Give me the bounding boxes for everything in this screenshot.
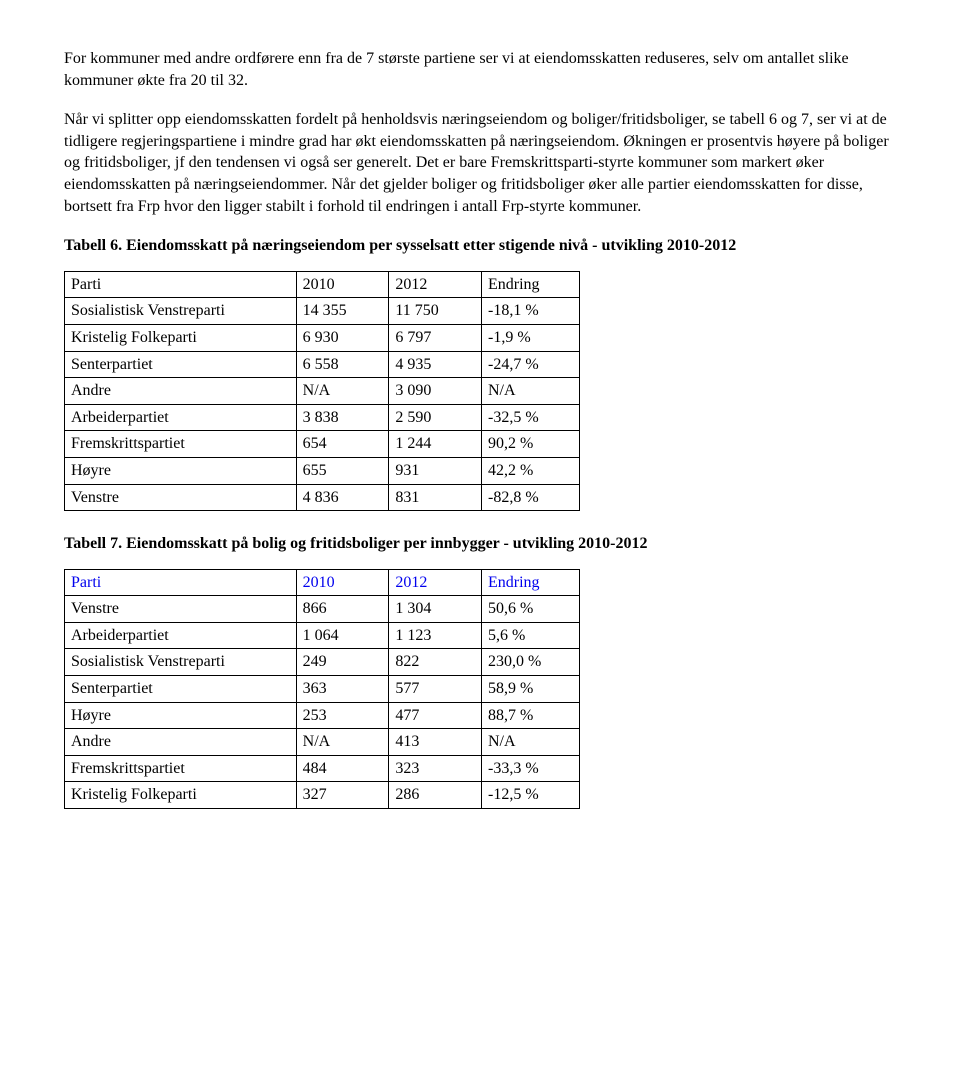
table-cell: 90,2 %	[481, 431, 579, 458]
table-header-row: Parti20102012Endring	[65, 271, 580, 298]
table-cell: 1 123	[389, 622, 482, 649]
table-cell: Venstre	[65, 596, 297, 623]
table-row: Høyre65593142,2 %	[65, 457, 580, 484]
table-header-cell[interactable]: Parti	[65, 569, 297, 596]
table-cell: -18,1 %	[481, 298, 579, 325]
table-row: Venstre4 836831-82,8 %	[65, 484, 580, 511]
table-cell: Andre	[65, 729, 297, 756]
table-cell: 655	[296, 457, 389, 484]
table-cell: Fremskrittspartiet	[65, 431, 297, 458]
table-cell: 831	[389, 484, 482, 511]
paragraph-2: Når vi splitter opp eiendomsskatten ford…	[64, 109, 896, 217]
table-cell: 327	[296, 782, 389, 809]
table-header-row: Parti20102012Endring	[65, 569, 580, 596]
table-cell: Fremskrittspartiet	[65, 755, 297, 782]
table-cell: Sosialistisk Venstreparti	[65, 298, 297, 325]
table-cell: Senterpartiet	[65, 676, 297, 703]
table-cell: N/A	[296, 378, 389, 405]
table-cell: 5,6 %	[481, 622, 579, 649]
table-cell: 6 558	[296, 351, 389, 378]
table-cell: -1,9 %	[481, 324, 579, 351]
table-row: AndreN/A3 090N/A	[65, 378, 580, 405]
table-header-cell: 2012	[389, 271, 482, 298]
table-header-cell: 2010	[296, 271, 389, 298]
table-cell: Høyre	[65, 457, 297, 484]
table-cell: 1 244	[389, 431, 482, 458]
table-cell: 50,6 %	[481, 596, 579, 623]
table-cell: 822	[389, 649, 482, 676]
table-row: Kristelig Folkeparti6 9306 797-1,9 %	[65, 324, 580, 351]
table-cell: -12,5 %	[481, 782, 579, 809]
table-cell: 484	[296, 755, 389, 782]
table-cell: 286	[389, 782, 482, 809]
table-cell: 6 930	[296, 324, 389, 351]
table-row: Venstre8661 30450,6 %	[65, 596, 580, 623]
table-cell: 42,2 %	[481, 457, 579, 484]
table-cell: 14 355	[296, 298, 389, 325]
table-cell: -33,3 %	[481, 755, 579, 782]
table-cell: Kristelig Folkeparti	[65, 782, 297, 809]
table-cell: 4 836	[296, 484, 389, 511]
table-cell: Andre	[65, 378, 297, 405]
table-cell: Arbeiderpartiet	[65, 622, 297, 649]
table-cell: 58,9 %	[481, 676, 579, 703]
table-row: Høyre25347788,7 %	[65, 702, 580, 729]
table-row: Arbeiderpartiet1 0641 1235,6 %	[65, 622, 580, 649]
table-cell: 866	[296, 596, 389, 623]
table7-title: Tabell 7. Eiendomsskatt på bolig og frit…	[64, 533, 896, 555]
table-cell: 11 750	[389, 298, 482, 325]
table-cell: 931	[389, 457, 482, 484]
table-row: Senterpartiet6 5584 935-24,7 %	[65, 351, 580, 378]
table-cell: 249	[296, 649, 389, 676]
table-cell: 4 935	[389, 351, 482, 378]
table-cell: 654	[296, 431, 389, 458]
table-row: Sosialistisk Venstreparti249822230,0 %	[65, 649, 580, 676]
table-cell: N/A	[481, 378, 579, 405]
table-cell: 3 838	[296, 404, 389, 431]
paragraph-1: For kommuner med andre ordførere enn fra…	[64, 48, 896, 91]
table-header-cell[interactable]: 2010	[296, 569, 389, 596]
table-row: AndreN/A413N/A	[65, 729, 580, 756]
table-cell: Kristelig Folkeparti	[65, 324, 297, 351]
table-cell: N/A	[296, 729, 389, 756]
table-row: Fremskrittspartiet484323-33,3 %	[65, 755, 580, 782]
table-header-cell[interactable]: 2012	[389, 569, 482, 596]
table-cell: 363	[296, 676, 389, 703]
table-cell: 323	[389, 755, 482, 782]
table-row: Arbeiderpartiet3 8382 590-32,5 %	[65, 404, 580, 431]
table-cell: 413	[389, 729, 482, 756]
table-cell: Arbeiderpartiet	[65, 404, 297, 431]
table-cell: Venstre	[65, 484, 297, 511]
table-row: Kristelig Folkeparti327286-12,5 %	[65, 782, 580, 809]
table-row: Fremskrittspartiet6541 24490,2 %	[65, 431, 580, 458]
table-cell: 577	[389, 676, 482, 703]
table-cell: 3 090	[389, 378, 482, 405]
table-cell: -32,5 %	[481, 404, 579, 431]
table-cell: 230,0 %	[481, 649, 579, 676]
table-row: Sosialistisk Venstreparti14 35511 750-18…	[65, 298, 580, 325]
table-cell: 88,7 %	[481, 702, 579, 729]
table-cell: 1 304	[389, 596, 482, 623]
table-cell: -24,7 %	[481, 351, 579, 378]
table-cell: Høyre	[65, 702, 297, 729]
table-row: Senterpartiet36357758,9 %	[65, 676, 580, 703]
table-header-cell[interactable]: Endring	[481, 569, 579, 596]
table-cell: 2 590	[389, 404, 482, 431]
table-header-cell: Parti	[65, 271, 297, 298]
table-6: Parti20102012EndringSosialistisk Venstre…	[64, 271, 580, 511]
table-cell: -82,8 %	[481, 484, 579, 511]
table-cell: 477	[389, 702, 482, 729]
table6-title: Tabell 6. Eiendomsskatt på næringseiendo…	[64, 235, 896, 257]
table-cell: 253	[296, 702, 389, 729]
table-cell: Sosialistisk Venstreparti	[65, 649, 297, 676]
table-7: Parti20102012EndringVenstre8661 30450,6 …	[64, 569, 580, 809]
table-cell: N/A	[481, 729, 579, 756]
table-header-cell: Endring	[481, 271, 579, 298]
table-cell: 1 064	[296, 622, 389, 649]
table-cell: Senterpartiet	[65, 351, 297, 378]
table-cell: 6 797	[389, 324, 482, 351]
